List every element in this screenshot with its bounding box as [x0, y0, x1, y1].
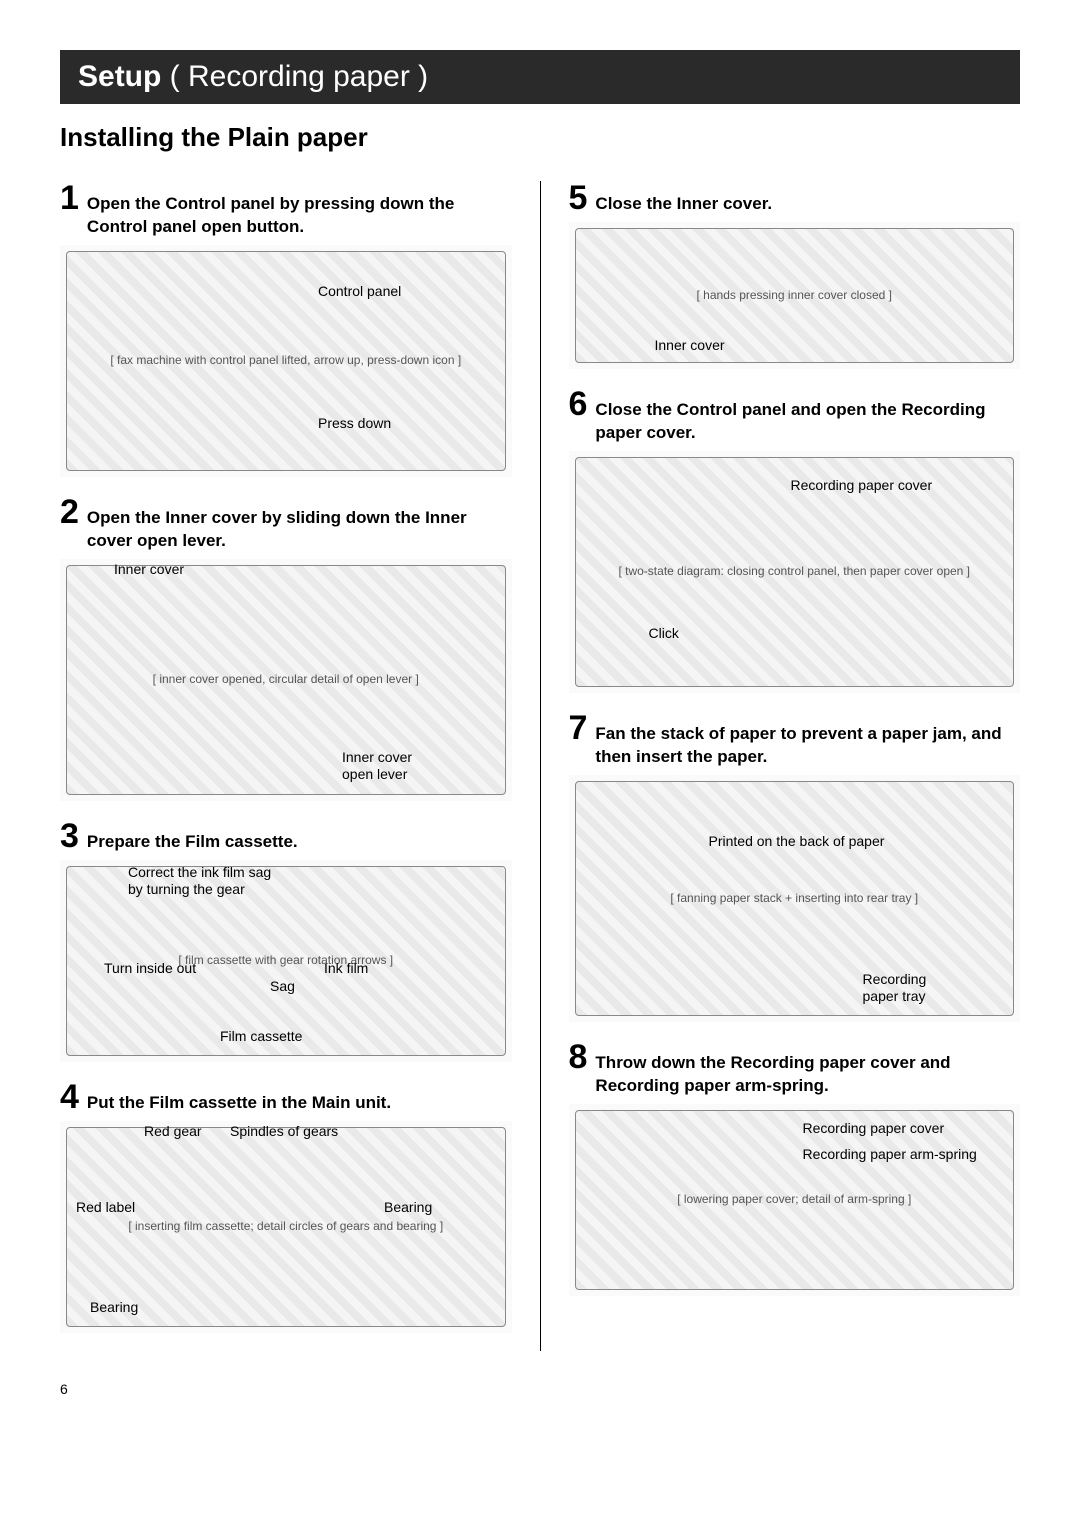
illustration-placeholder: [ lowering paper cover; detail of arm-sp… — [575, 1110, 1015, 1290]
page-number: 6 — [60, 1381, 1020, 1397]
illustration-placeholder: [ inserting film cassette; detail circle… — [66, 1127, 506, 1327]
step: 4Put the Film cassette in the Main unit.… — [60, 1080, 512, 1333]
illustration: [ hands pressing inner cover closed ]Inn… — [569, 222, 1021, 369]
step-head: 1Open the Control panel by pressing down… — [60, 181, 512, 239]
step-number: 3 — [60, 819, 79, 853]
callout-label: Inner cover — [653, 337, 727, 355]
step-text: Close the Control panel and open the Rec… — [595, 389, 1020, 445]
callout-label: Click — [647, 625, 681, 643]
step: 7Fan the stack of paper to prevent a pap… — [569, 711, 1021, 1022]
callout-label: Inner cover open lever — [340, 749, 414, 784]
step-number: 7 — [569, 711, 588, 745]
step-text: Open the Control panel by pressing down … — [87, 183, 512, 239]
step-number: 5 — [569, 181, 588, 215]
columns: 1Open the Control panel by pressing down… — [60, 181, 1020, 1351]
step-text: Fan the stack of paper to prevent a pape… — [595, 713, 1020, 769]
step-head: 4Put the Film cassette in the Main unit. — [60, 1080, 512, 1115]
step: 5Close the Inner cover. [ hands pressing … — [569, 181, 1021, 369]
step-head: 2Open the Inner cover by sliding down th… — [60, 495, 512, 553]
illustration-placeholder: [ hands pressing inner cover closed ] — [575, 228, 1015, 363]
callout-label: Bearing — [88, 1299, 140, 1317]
illustration: [ two-state diagram: closing control pan… — [569, 451, 1021, 693]
illustration: [ inner cover opened, circular detail of… — [60, 559, 512, 801]
callout-label: Bearing — [382, 1199, 434, 1217]
step: 3Prepare the Film cassette. [ film casset… — [60, 819, 512, 1062]
step-text: Put the Film cassette in the Main unit. — [87, 1082, 391, 1115]
step-text: Throw down the Recording paper cover and… — [595, 1042, 1020, 1098]
section-title: Installing the Plain paper — [60, 122, 1020, 153]
illustration-placeholder: [ fax machine with control panel lifted,… — [66, 251, 506, 471]
step-text: Open the Inner cover by sliding down the… — [87, 497, 512, 553]
callout-label: Correct the ink film sag by turning the … — [126, 864, 273, 899]
title-bold: Setup — [78, 60, 161, 93]
step-number: 2 — [60, 495, 79, 529]
illustration: [ inserting film cassette; detail circle… — [60, 1121, 512, 1333]
step: 2Open the Inner cover by sliding down th… — [60, 495, 512, 801]
illustration-placeholder: [ inner cover opened, circular detail of… — [66, 565, 506, 795]
callout-label: Sag — [268, 978, 297, 996]
step-head: 6Close the Control panel and open the Re… — [569, 387, 1021, 445]
step: 8Throw down the Recording paper cover an… — [569, 1040, 1021, 1296]
step-number: 8 — [569, 1040, 588, 1074]
callout-label: Recording paper tray — [861, 971, 929, 1006]
callout-label: Recording paper cover — [789, 477, 935, 495]
callout-label: Recording paper cover — [801, 1120, 947, 1138]
illustration-placeholder: [ fanning paper stack + inserting into r… — [575, 781, 1015, 1016]
title-rest: ( Recording paper ) — [161, 60, 428, 93]
step-head: 8Throw down the Recording paper cover an… — [569, 1040, 1021, 1098]
step-head: 5Close the Inner cover. — [569, 181, 1021, 216]
step-head: 7Fan the stack of paper to prevent a pap… — [569, 711, 1021, 769]
callout-label: Red gear — [142, 1123, 204, 1141]
callout-label: Recording paper arm-spring — [801, 1146, 979, 1164]
callout-label: Film cassette — [218, 1028, 304, 1046]
column-left: 1Open the Control panel by pressing down… — [60, 181, 541, 1351]
step-number: 4 — [60, 1080, 79, 1114]
column-right: 5Close the Inner cover. [ hands pressing … — [541, 181, 1021, 1351]
step: 6Close the Control panel and open the Re… — [569, 387, 1021, 693]
step-number: 1 — [60, 181, 79, 215]
callout-label: Spindles of gears — [228, 1123, 340, 1141]
illustration: [ film cassette with gear rotation arrow… — [60, 860, 512, 1062]
callout-label: Press down — [316, 415, 393, 433]
title-bar: Setup ( Recording paper ) — [60, 50, 1020, 104]
callout-label: Turn inside out — [102, 960, 198, 978]
callout-label: Red label — [74, 1199, 137, 1217]
step-text: Prepare the Film cassette. — [87, 821, 298, 854]
callout-label: Control panel — [316, 283, 403, 301]
illustration: [ lowering paper cover; detail of arm-sp… — [569, 1104, 1021, 1296]
callout-label: Inner cover — [112, 561, 186, 579]
step-number: 6 — [569, 387, 588, 421]
callout-label: Ink film — [322, 960, 370, 978]
step-head: 3Prepare the Film cassette. — [60, 819, 512, 854]
step-text: Close the Inner cover. — [595, 183, 772, 216]
step: 1Open the Control panel by pressing down… — [60, 181, 512, 477]
illustration: [ fanning paper stack + inserting into r… — [569, 775, 1021, 1022]
callout-label: Printed on the back of paper — [707, 833, 887, 851]
illustration: [ fax machine with control panel lifted,… — [60, 245, 512, 477]
